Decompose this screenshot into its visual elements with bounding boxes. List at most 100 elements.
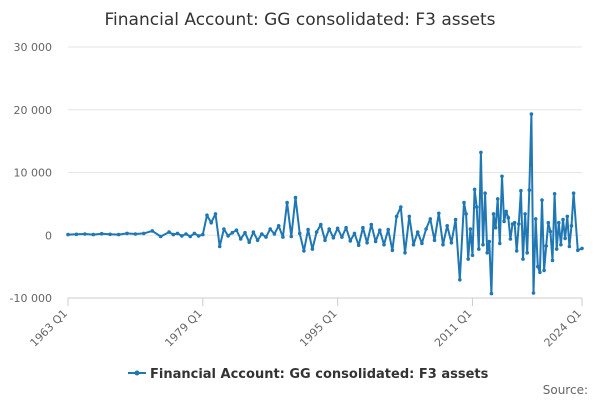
- data-point[interactable]: [487, 239, 492, 244]
- data-point[interactable]: [462, 200, 466, 205]
- data-point[interactable]: [158, 234, 163, 239]
- data-point[interactable]: [289, 234, 294, 239]
- data-point[interactable]: [569, 224, 574, 228]
- data-point[interactable]: [493, 225, 498, 230]
- data-point[interactable]: [548, 229, 553, 234]
- data-point[interactable]: [508, 237, 513, 241]
- data-point[interactable]: [407, 214, 412, 219]
- data-point[interactable]: [150, 229, 155, 233]
- data-point[interactable]: [356, 243, 361, 248]
- data-point[interactable]: [561, 217, 565, 222]
- data-point[interactable]: [386, 227, 391, 232]
- data-point[interactable]: [540, 198, 544, 202]
- data-point[interactable]: [390, 248, 395, 253]
- data-point[interactable]: [382, 242, 386, 247]
- data-point[interactable]: [378, 228, 382, 232]
- data-point[interactable]: [468, 227, 473, 231]
- data-point[interactable]: [437, 211, 441, 216]
- data-point[interactable]: [565, 214, 570, 219]
- data-point[interactable]: [495, 197, 500, 201]
- data-point[interactable]: [314, 230, 319, 234]
- data-point[interactable]: [243, 230, 247, 235]
- data-point[interactable]: [557, 220, 561, 225]
- data-point[interactable]: [470, 253, 475, 258]
- data-point[interactable]: [512, 220, 517, 225]
- data-point[interactable]: [180, 234, 184, 238]
- data-point[interactable]: [489, 291, 494, 296]
- data-point[interactable]: [403, 251, 407, 255]
- data-point[interactable]: [458, 278, 462, 282]
- data-point[interactable]: [449, 241, 454, 245]
- data-point[interactable]: [361, 225, 365, 230]
- data-point[interactable]: [91, 232, 96, 237]
- data-point[interactable]: [576, 248, 580, 253]
- data-point[interactable]: [268, 227, 273, 231]
- data-point[interactable]: [415, 230, 420, 234]
- data-point[interactable]: [99, 231, 104, 236]
- data-point[interactable]: [344, 225, 348, 230]
- data-point[interactable]: [205, 213, 209, 217]
- data-point[interactable]: [544, 244, 548, 248]
- data-point[interactable]: [502, 219, 506, 224]
- data-point[interactable]: [201, 232, 205, 237]
- data-point[interactable]: [519, 188, 523, 193]
- data-point[interactable]: [323, 238, 327, 243]
- data-point[interactable]: [441, 242, 445, 247]
- data-point[interactable]: [538, 270, 542, 275]
- data-point[interactable]: [483, 191, 487, 195]
- data-point[interactable]: [531, 291, 536, 295]
- data-point[interactable]: [554, 247, 559, 251]
- data-point[interactable]: [485, 251, 490, 255]
- data-point[interactable]: [306, 227, 310, 232]
- data-point[interactable]: [481, 242, 485, 247]
- data-point[interactable]: [331, 236, 336, 240]
- data-point[interactable]: [213, 212, 218, 216]
- data-point[interactable]: [523, 212, 527, 216]
- data-point[interactable]: [234, 228, 239, 232]
- data-point[interactable]: [411, 242, 416, 247]
- data-point[interactable]: [464, 212, 468, 216]
- data-point[interactable]: [83, 232, 87, 236]
- data-point[interactable]: [260, 232, 264, 236]
- legend[interactable]: Financial Account: GG consolidated: F3 a…: [128, 367, 489, 382]
- data-point[interactable]: [474, 205, 479, 209]
- data-point[interactable]: [217, 244, 222, 249]
- data-point[interactable]: [251, 230, 256, 234]
- data-point[interactable]: [525, 251, 529, 255]
- data-point[interactable]: [74, 232, 79, 237]
- data-point[interactable]: [66, 232, 70, 237]
- data-point[interactable]: [171, 232, 176, 237]
- data-point[interactable]: [546, 220, 551, 225]
- data-point[interactable]: [428, 217, 433, 221]
- data-point[interactable]: [453, 217, 458, 222]
- data-point[interactable]: [529, 112, 534, 116]
- data-point[interactable]: [281, 235, 285, 239]
- data-point[interactable]: [521, 257, 525, 261]
- data-point[interactable]: [302, 249, 306, 253]
- data-point[interactable]: [133, 232, 138, 236]
- data-point[interactable]: [498, 241, 502, 246]
- data-point[interactable]: [424, 227, 428, 231]
- data-point[interactable]: [466, 257, 471, 261]
- data-point[interactable]: [319, 222, 323, 227]
- data-point[interactable]: [310, 247, 315, 251]
- data-point[interactable]: [559, 242, 563, 247]
- data-point[interactable]: [373, 239, 378, 244]
- data-point[interactable]: [445, 224, 450, 228]
- data-point[interactable]: [394, 214, 399, 219]
- data-point[interactable]: [514, 249, 519, 253]
- data-point[interactable]: [238, 237, 243, 241]
- data-point[interactable]: [167, 230, 171, 234]
- data-point[interactable]: [226, 234, 230, 238]
- data-point[interactable]: [571, 191, 576, 195]
- data-point[interactable]: [563, 236, 567, 241]
- data-point[interactable]: [192, 231, 197, 236]
- data-point[interactable]: [125, 231, 129, 236]
- data-point[interactable]: [196, 234, 201, 238]
- data-point[interactable]: [348, 239, 353, 243]
- data-point[interactable]: [472, 187, 477, 192]
- data-point[interactable]: [116, 232, 121, 237]
- data-point[interactable]: [533, 217, 538, 221]
- data-point[interactable]: [365, 241, 369, 245]
- data-point[interactable]: [184, 232, 188, 236]
